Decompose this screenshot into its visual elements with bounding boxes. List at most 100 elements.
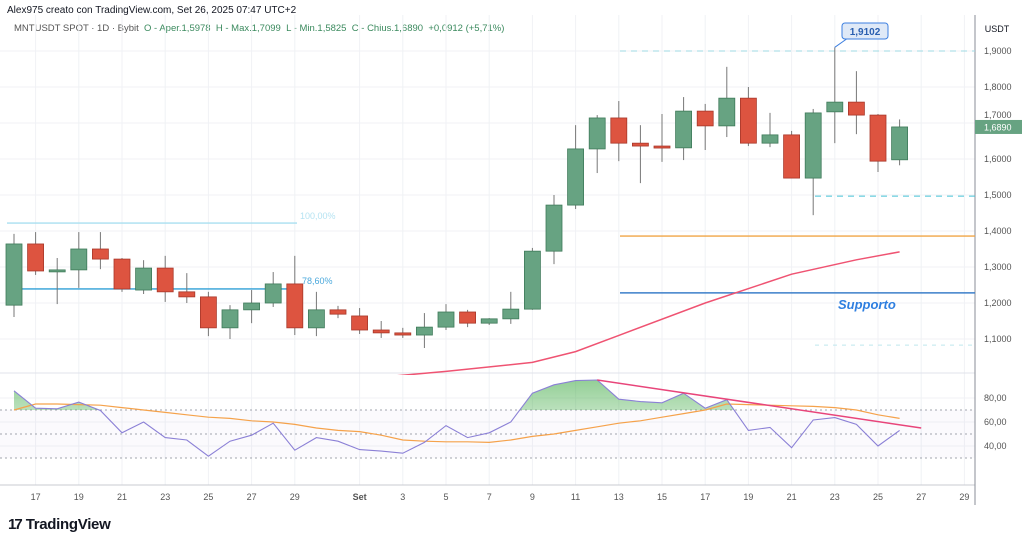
author-line: Alex975 creato con TradingView.com, Set … bbox=[7, 5, 297, 16]
candle bbox=[610, 101, 628, 162]
candle bbox=[696, 103, 714, 150]
candle-body bbox=[588, 117, 606, 150]
candle-body bbox=[394, 332, 412, 336]
time-tick-label: 23 bbox=[160, 492, 170, 502]
rsi-tick-label: 80,00 bbox=[984, 393, 1007, 403]
candle-body bbox=[156, 267, 174, 293]
candle-body bbox=[178, 291, 196, 298]
candle-body bbox=[70, 248, 88, 271]
legend-low: L - Min.1,5825 bbox=[286, 23, 347, 34]
time-tick-label: 19 bbox=[743, 492, 753, 502]
candle bbox=[632, 125, 649, 184]
last-price-label: 1,6890 bbox=[984, 122, 1012, 132]
time-tick-label: 25 bbox=[203, 492, 213, 502]
price-tick-label: 1,8000 bbox=[984, 82, 1012, 92]
time-tick-label: 15 bbox=[657, 492, 667, 502]
candle bbox=[567, 125, 584, 210]
legend-open: O - Aper.1,5978 bbox=[144, 23, 211, 34]
candle bbox=[113, 258, 131, 292]
moving-average-line bbox=[397, 251, 900, 375]
candle-body bbox=[740, 97, 757, 144]
candle-body bbox=[826, 101, 844, 113]
time-tick-label: 3 bbox=[400, 492, 405, 502]
high-annotation-box bbox=[841, 22, 889, 40]
candle bbox=[27, 232, 45, 275]
currency-label: USDT bbox=[985, 24, 1010, 34]
tradingview-logo[interactable]: 17 TradingView bbox=[8, 516, 111, 533]
candle-body bbox=[545, 204, 563, 252]
candle-body bbox=[696, 110, 714, 127]
rsi-ma-line bbox=[13, 403, 900, 444]
candle-body bbox=[437, 311, 455, 328]
support-label: Supporto bbox=[838, 297, 896, 312]
legend-change: +0,0912 (+5,71%) bbox=[428, 23, 505, 34]
candle-body bbox=[92, 248, 109, 260]
time-tick-label: 11 bbox=[571, 492, 580, 502]
candle bbox=[848, 71, 865, 135]
candle bbox=[480, 318, 498, 325]
candle-body bbox=[783, 134, 800, 179]
candle-body bbox=[372, 329, 390, 334]
price-tick-label: 1,1000 bbox=[984, 334, 1012, 344]
tradingview-logo-icon: 17 bbox=[8, 516, 23, 533]
candle-body bbox=[675, 110, 692, 149]
legend-high: H - Max.1,7099 bbox=[215, 23, 281, 34]
candle-body bbox=[459, 311, 477, 324]
time-tick-label: 7 bbox=[487, 492, 492, 502]
candle-body bbox=[199, 296, 217, 329]
candle-body bbox=[653, 145, 671, 149]
last-price-badge bbox=[975, 119, 1022, 134]
candle bbox=[761, 112, 779, 148]
price-tick-label: 1,5000 bbox=[984, 190, 1012, 200]
candle bbox=[394, 327, 412, 338]
candle bbox=[459, 309, 477, 328]
candle bbox=[199, 291, 217, 337]
rsi-line bbox=[13, 379, 900, 457]
candle-body bbox=[307, 309, 325, 329]
candle-body bbox=[718, 97, 736, 127]
candle bbox=[783, 130, 800, 179]
time-tick-label: 19 bbox=[74, 492, 84, 502]
candle bbox=[351, 308, 369, 334]
price-tick-label: 1,9000 bbox=[984, 46, 1012, 56]
candle bbox=[437, 304, 455, 330]
price-tick-label: 1,2000 bbox=[984, 298, 1012, 308]
candle bbox=[415, 313, 433, 348]
candle-body bbox=[761, 134, 779, 144]
time-tick-label: 23 bbox=[830, 492, 840, 502]
candle-body bbox=[48, 269, 66, 273]
candle bbox=[286, 255, 304, 336]
rsi-tick-label: 60,00 bbox=[984, 417, 1007, 427]
price-tick-label: 1,6000 bbox=[984, 154, 1012, 164]
time-tick-label: 27 bbox=[916, 492, 926, 502]
candle bbox=[653, 114, 671, 162]
candle-body bbox=[113, 258, 131, 290]
candle bbox=[891, 119, 908, 166]
candle-body bbox=[567, 148, 584, 206]
time-tick-label: 9 bbox=[530, 492, 535, 502]
candle bbox=[307, 291, 325, 337]
fib-level-label: 78,60% bbox=[302, 276, 333, 286]
fib-level-label: 100,00% bbox=[300, 211, 336, 221]
time-tick-label: 17 bbox=[31, 492, 41, 502]
candle-body bbox=[610, 117, 628, 144]
candle-body bbox=[286, 283, 304, 329]
annotation-pointer bbox=[834, 37, 849, 48]
candle-body bbox=[480, 318, 498, 324]
candle bbox=[718, 66, 736, 138]
candle-body bbox=[804, 112, 822, 179]
candle bbox=[92, 232, 109, 270]
time-tick-label: 25 bbox=[873, 492, 883, 502]
symbol-info[interactable]: MNTUSDT SPOT · 1D · Bybit bbox=[14, 23, 139, 34]
candle bbox=[826, 47, 844, 144]
legend-close: C - Chius.1,6890 bbox=[351, 23, 424, 34]
candle-body bbox=[415, 326, 433, 336]
time-tick-label: 13 bbox=[614, 492, 624, 502]
candle-body bbox=[891, 126, 908, 161]
candle-body bbox=[243, 302, 261, 311]
candle-body bbox=[221, 309, 239, 329]
candle-body bbox=[5, 243, 23, 306]
candle bbox=[178, 273, 196, 303]
rsi-tick-label: 40,00 bbox=[984, 441, 1007, 451]
